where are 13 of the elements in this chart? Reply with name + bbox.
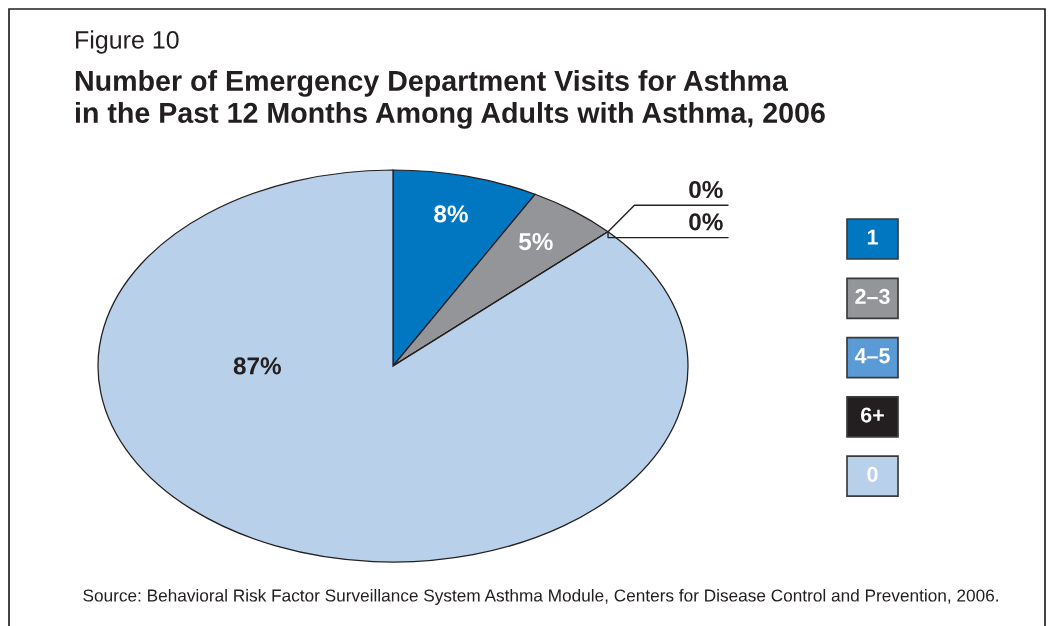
data-label: 8%	[434, 205, 468, 223]
legend-label: 0	[867, 466, 878, 482]
chart-title: Number of Emergency Department Visits for Asthma in the Past 12 Months Among Adults with Asthma, 2006	[75, 70, 825, 129]
legend-label: 4–5	[854, 348, 890, 364]
source-note: Source: Behavioral Risk Factor Surveillance System Asthma Module, Centers for Disease Control and Prevention, 2006.	[83, 588, 998, 606]
text: 0%	[689, 180, 723, 199]
legend-label: 6+	[861, 407, 884, 423]
text: 0%	[689, 213, 723, 231]
data-label: 87%	[233, 357, 281, 375]
legend-label: 2–3	[855, 288, 890, 305]
caption: Figure 10	[76, 30, 179, 54]
data-label: 5%	[519, 233, 553, 251]
legend-label: 1	[867, 229, 878, 245]
